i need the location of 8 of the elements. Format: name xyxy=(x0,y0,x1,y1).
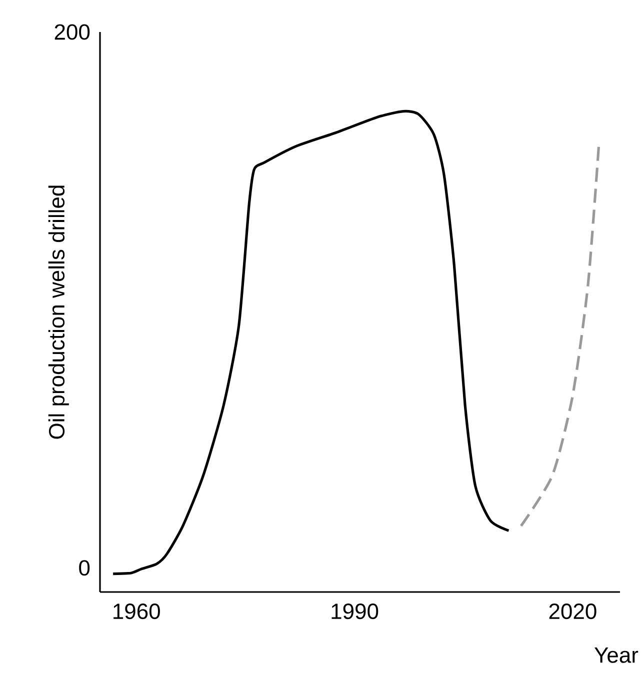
x-axis-title: Year xyxy=(594,648,638,663)
y-tick-label: 0 xyxy=(79,560,90,576)
x-tick-label: 1960 xyxy=(114,604,160,620)
line-series xyxy=(112,110,510,576)
y-axis-title: Oil production wells drilled xyxy=(48,186,69,439)
x-tick-label: 2020 xyxy=(549,604,596,620)
x-tick-label: 1990 xyxy=(332,604,378,620)
y-tick-label: 200 xyxy=(54,24,90,40)
